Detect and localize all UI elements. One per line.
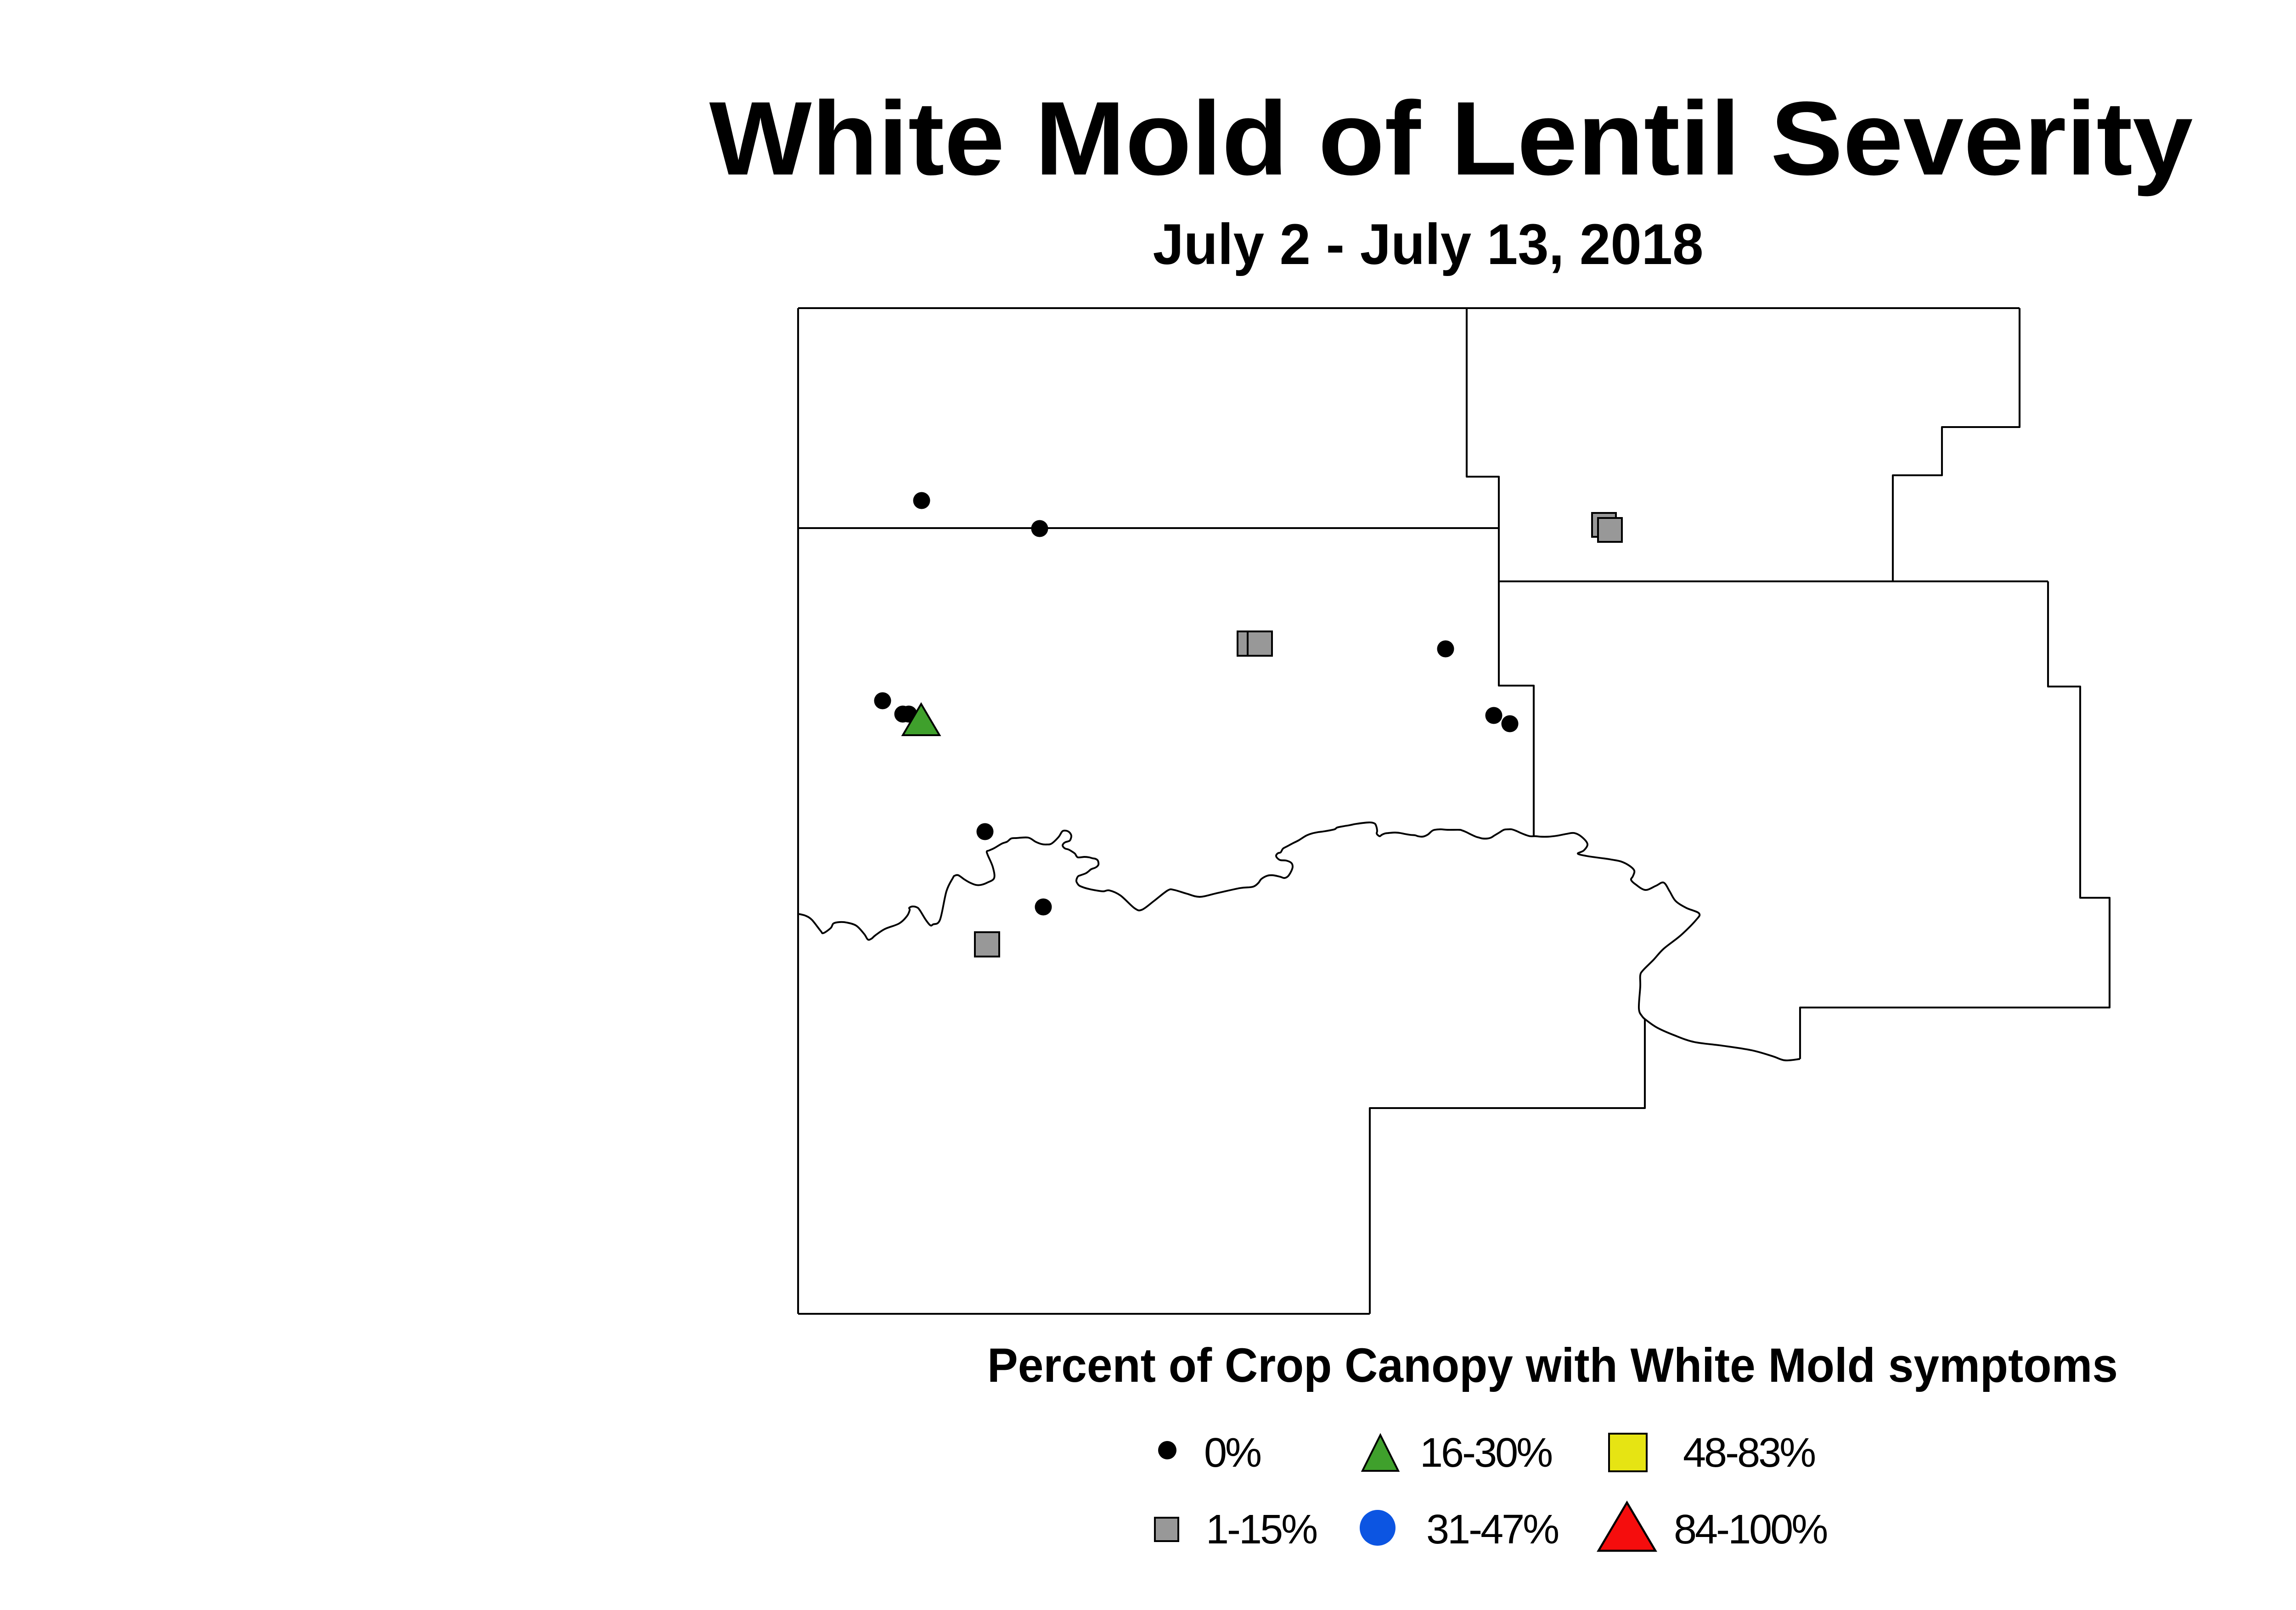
svg-text:0%: 0% — [1204, 1430, 1261, 1476]
svg-text:48-83%: 48-83% — [1683, 1430, 1815, 1476]
svg-text:1-15%: 1-15% — [1206, 1507, 1317, 1553]
svg-text:31-47%: 31-47% — [1426, 1507, 1558, 1553]
svg-text:July 2 - July 13, 2018: July 2 - July 13, 2018 — [1153, 213, 1704, 276]
svg-text:84-100%: 84-100% — [1674, 1507, 1827, 1553]
svg-text:16-30%: 16-30% — [1420, 1430, 1552, 1476]
svg-text:Percent of Crop Canopy with Wh: Percent of Crop Canopy with White Mold s… — [987, 1339, 2118, 1392]
svg-text:White Mold of Lentil Severity: White Mold of Lentil Severity — [709, 80, 2193, 197]
